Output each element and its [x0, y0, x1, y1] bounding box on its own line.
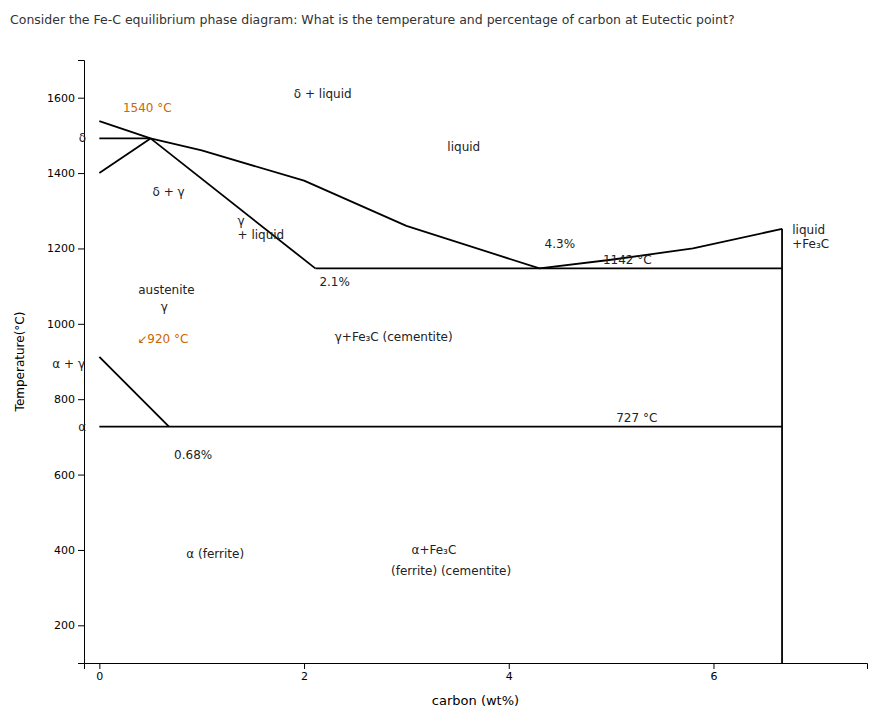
phase-boundary: [99, 138, 150, 173]
annotation-line: γ: [161, 300, 168, 314]
tick-mark: [78, 98, 84, 99]
annotation-line: γ: [238, 214, 245, 228]
tick: 6: [710, 663, 717, 683]
annotation-line: (ferrite) (cementite): [391, 564, 511, 578]
axis-line: [85, 664, 868, 670]
y-axis: 200 400 600 800 1000 1200 1400 1600: [47, 61, 85, 664]
tick-mark: [78, 248, 84, 249]
annotation-line: liquid: [447, 140, 480, 154]
annotation-line: α (ferrite): [186, 547, 244, 561]
tick-label: 1600: [47, 92, 75, 105]
annotation: γ+Fe₃C (cementite): [335, 330, 453, 344]
phase-boundary: [151, 138, 540, 268]
annotation-line: 4.3%: [545, 237, 576, 251]
phase-boundary: [99, 426, 782, 428]
plot: 0 2 4 6 200 400 600 800 1000 1200 1400 1600 carbon (…: [13, 61, 868, 709]
annotation-line: ↙920 °C: [137, 332, 188, 346]
annotations: 1540 °Cδδ + liquidliquidδ + γγ+ liquid4.…: [52, 87, 829, 578]
annotation-line: α: [78, 420, 86, 434]
tick-label: 800: [54, 393, 75, 406]
annotation: γ+ liquid: [238, 214, 285, 242]
tick-mark: [78, 550, 84, 551]
tick-label: 2: [301, 670, 308, 683]
tick-label: 600: [54, 469, 75, 482]
annotation-line: δ: [79, 131, 86, 145]
annotation-line: liquid: [792, 223, 825, 237]
tick-mark: [78, 399, 84, 400]
annotation-line: 0.68%: [174, 448, 212, 462]
annotation-line: γ+Fe₃C (cementite): [335, 330, 453, 344]
annotation: 2.1%: [319, 275, 350, 289]
annotation-line: + liquid: [238, 228, 285, 242]
annotation: ↙920 °C: [137, 332, 188, 346]
annotation: δ: [79, 131, 86, 145]
annotation: austenite: [138, 283, 194, 297]
annotation-line: α+Fe₃C: [412, 543, 457, 557]
annotation: liquid+Fe₃C: [792, 223, 829, 251]
x-axis-title: carbon (wt%): [432, 693, 519, 708]
annotation: 727 °C: [616, 411, 657, 425]
tick: 200: [54, 619, 84, 632]
tick-label: 6: [710, 670, 717, 683]
tick-label: 1200: [47, 242, 75, 255]
tick: 0: [96, 663, 103, 683]
phase-boundary: [151, 138, 316, 268]
annotation-line: α + γ: [52, 357, 85, 371]
lines: [99, 121, 782, 663]
annotation-line: austenite: [138, 283, 194, 297]
tick: 1200: [47, 242, 84, 255]
tick-label: 1000: [47, 318, 75, 331]
tick-mark: [78, 324, 84, 325]
phase-boundary: [99, 357, 169, 427]
annotation-line: 1540 °C: [123, 101, 172, 115]
phase-boundary: [99, 121, 150, 138]
annotation: 0.68%: [174, 448, 212, 462]
tick-label: 1400: [47, 167, 75, 180]
tick: 400: [54, 544, 84, 557]
tick: 1400: [47, 167, 84, 180]
tick-label: 4: [506, 670, 513, 683]
tick-label: 0: [96, 670, 103, 683]
annotation: α + γ: [52, 357, 85, 371]
annotation: 4.3%: [545, 237, 576, 251]
x-axis: 0 2 4 6: [85, 663, 868, 683]
tick-mark: [78, 475, 84, 476]
annotation: α (ferrite): [186, 547, 244, 561]
annotation-line: +Fe₃C: [792, 237, 829, 251]
tick-mark: [713, 663, 714, 669]
chart: Consider the Fe-C equilibrium phase diag…: [0, 0, 891, 719]
annotation: α: [78, 420, 86, 434]
annotation: liquid: [447, 140, 480, 154]
tick: 800: [54, 393, 84, 406]
annotation-line: 727 °C: [616, 411, 657, 425]
y-axis-title: Temperature(°C): [13, 312, 27, 413]
annotation: (ferrite) (cementite): [391, 564, 511, 578]
annotation: δ + liquid: [294, 87, 352, 101]
annotation-line: δ + γ: [153, 185, 185, 199]
annotation-line: δ + liquid: [294, 87, 352, 101]
tick: 4: [506, 663, 513, 683]
annotation: γ: [161, 300, 168, 314]
phase-boundary: [781, 229, 783, 663]
tick: 2: [301, 663, 308, 683]
annotation: α+Fe₃C: [412, 543, 457, 557]
annotation-line: 2.1%: [319, 275, 350, 289]
tick-mark: [509, 663, 510, 669]
annotation: δ + γ: [153, 185, 185, 199]
tick-mark: [99, 663, 100, 669]
tick: 1600: [47, 92, 84, 105]
tick-mark: [304, 663, 305, 669]
tick: 600: [54, 469, 84, 482]
tick: 1000: [47, 318, 84, 331]
tick-label: 200: [54, 619, 75, 632]
title: Consider the Fe-C equilibrium phase diag…: [10, 12, 735, 27]
annotation: 1540 °C: [123, 101, 172, 115]
tick-mark: [78, 625, 84, 626]
annotation-line: 1142 °C: [603, 253, 652, 267]
annotation: 1142 °C: [603, 253, 652, 267]
phase-boundary: [539, 229, 782, 269]
phase-boundary: [99, 137, 150, 139]
tick-label: 400: [54, 544, 75, 557]
tick-mark: [78, 173, 84, 174]
